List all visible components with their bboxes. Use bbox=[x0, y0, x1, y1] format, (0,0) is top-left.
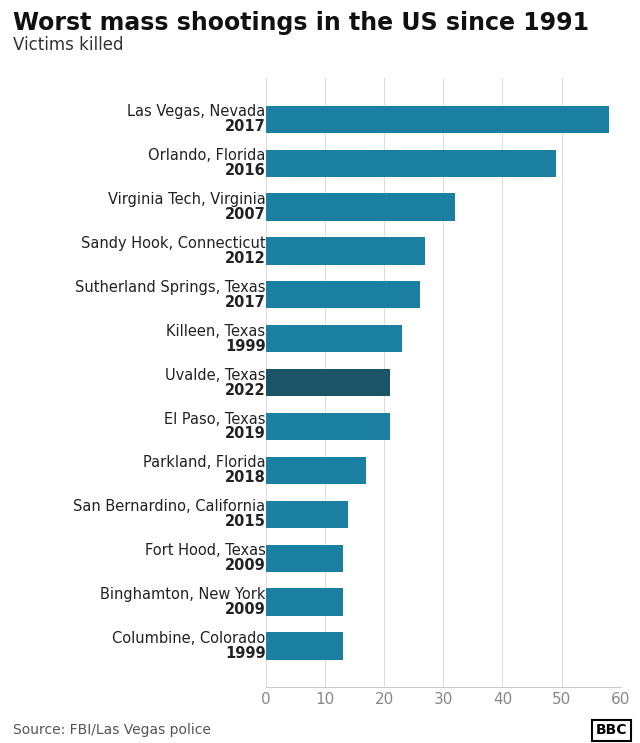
Text: 2016: 2016 bbox=[225, 163, 266, 178]
Text: Binghamton, New York: Binghamton, New York bbox=[100, 587, 266, 602]
Text: Sutherland Springs, Texas: Sutherland Springs, Texas bbox=[75, 280, 266, 295]
Text: Sandy Hook, Connecticut: Sandy Hook, Connecticut bbox=[81, 236, 266, 251]
Text: Virginia Tech, Virginia: Virginia Tech, Virginia bbox=[108, 192, 266, 207]
Text: 2009: 2009 bbox=[225, 558, 266, 573]
Text: Source: FBI/Las Vegas police: Source: FBI/Las Vegas police bbox=[13, 723, 211, 737]
Text: Orlando, Florida: Orlando, Florida bbox=[148, 149, 266, 163]
Text: Fort Hood, Texas: Fort Hood, Texas bbox=[145, 543, 266, 558]
Bar bbox=[266, 457, 366, 484]
Text: 2017: 2017 bbox=[225, 120, 266, 134]
Bar bbox=[266, 149, 556, 177]
Bar bbox=[266, 632, 342, 660]
Bar bbox=[266, 106, 609, 133]
Bar bbox=[266, 545, 342, 572]
Text: Parkland, Florida: Parkland, Florida bbox=[143, 455, 266, 470]
Bar bbox=[266, 325, 402, 352]
Text: San Bernardino, California: San Bernardino, California bbox=[74, 499, 266, 514]
Bar bbox=[266, 282, 420, 308]
Bar bbox=[266, 588, 342, 616]
Text: 2017: 2017 bbox=[225, 295, 266, 310]
Text: 2019: 2019 bbox=[225, 426, 266, 441]
Text: 2012: 2012 bbox=[225, 251, 266, 266]
Text: El Paso, Texas: El Paso, Texas bbox=[164, 412, 266, 426]
Bar bbox=[266, 413, 390, 440]
Text: 2015: 2015 bbox=[225, 514, 266, 529]
Text: 2009: 2009 bbox=[225, 602, 266, 617]
Text: 1999: 1999 bbox=[225, 339, 266, 354]
Text: Killeen, Texas: Killeen, Texas bbox=[166, 324, 266, 339]
Text: 1999: 1999 bbox=[225, 646, 266, 661]
Text: 2018: 2018 bbox=[225, 470, 266, 485]
Bar bbox=[266, 237, 426, 265]
Bar bbox=[266, 369, 390, 396]
Bar bbox=[266, 193, 455, 221]
Bar bbox=[266, 501, 348, 528]
Text: Worst mass shootings in the US since 1991: Worst mass shootings in the US since 199… bbox=[13, 11, 589, 35]
Text: 2007: 2007 bbox=[225, 207, 266, 222]
Text: BBC: BBC bbox=[596, 723, 627, 737]
Text: 2022: 2022 bbox=[225, 383, 266, 398]
Text: Columbine, Colorado: Columbine, Colorado bbox=[113, 631, 266, 646]
Text: Victims killed: Victims killed bbox=[13, 36, 124, 53]
Text: Uvalde, Texas: Uvalde, Texas bbox=[165, 368, 266, 383]
Text: Las Vegas, Nevada: Las Vegas, Nevada bbox=[127, 104, 266, 120]
